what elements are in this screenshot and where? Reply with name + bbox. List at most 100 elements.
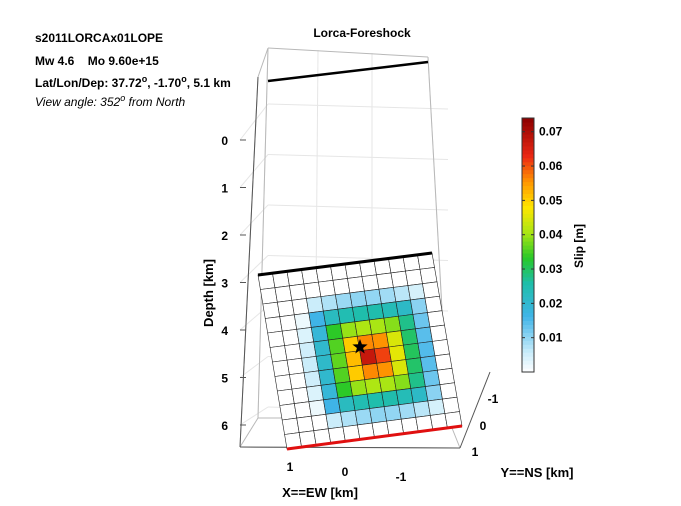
colorbar-segment	[522, 129, 534, 135]
colorbar-segment	[522, 153, 534, 159]
colorbar-segment	[522, 177, 534, 183]
slip-patch	[313, 339, 332, 357]
hypocenter-star-shape	[352, 339, 368, 354]
grid-line-depth	[239, 154, 269, 188]
slip-patch	[308, 399, 327, 417]
slip-patch	[369, 406, 387, 424]
magnitude-text: Mw 4.6	[35, 54, 75, 68]
slip-patch	[318, 368, 336, 386]
x-tick-label: -1	[396, 470, 407, 484]
slip-patch	[274, 374, 293, 392]
colorbar-segment	[522, 181, 534, 187]
colorbar-segment	[522, 276, 534, 282]
slip-patch	[335, 381, 353, 399]
slip-patch	[437, 367, 455, 385]
colorbar-segment	[522, 360, 534, 365]
location-lat: Lat/Lon/Dep: 37.72	[35, 76, 142, 90]
slip-patch	[422, 369, 441, 387]
colorbar-segment	[522, 165, 534, 171]
slip-patch	[291, 298, 310, 316]
colorbar-segment	[522, 288, 534, 294]
slip-patch	[405, 268, 423, 286]
slip-patch	[424, 295, 443, 313]
slip-patch	[347, 364, 366, 382]
slip-patch	[332, 278, 351, 296]
colorbar-segment	[522, 256, 534, 262]
slip-patch	[264, 316, 283, 334]
colorbar-segment	[522, 141, 534, 147]
grid-line-depth	[267, 154, 449, 160]
x-axis-label: X==EW [km]	[282, 485, 358, 500]
grid-line-depth	[267, 204, 449, 211]
slip-patch	[308, 310, 327, 328]
slip-patch	[390, 359, 409, 377]
magnitude-line: Mw 4.6 Mo 9.60e+15	[35, 54, 159, 68]
fault-top-edge	[257, 251, 433, 277]
colorbar-segment	[522, 169, 534, 175]
axes-box-edge	[239, 417, 259, 448]
colorbar-segment	[522, 332, 534, 337]
slip-patch	[410, 297, 428, 315]
colorbar-segment	[522, 237, 534, 242]
colorbar-segment	[522, 221, 534, 226]
slip-patch	[272, 359, 290, 377]
slip-patch	[260, 287, 278, 305]
slip-patch	[325, 412, 344, 430]
colorbar-segment	[522, 245, 534, 250]
slip-patch	[276, 299, 295, 317]
colorbar-segment	[522, 336, 534, 341]
event-id-text: s2011LORCAx01LOPE	[35, 31, 164, 45]
slip-patch	[286, 357, 305, 375]
slip-patch	[303, 281, 322, 299]
y-axis-line	[459, 371, 491, 449]
x-tick-label: 0	[342, 465, 349, 479]
slip-patch	[412, 400, 431, 418]
location-lon: , -1.70	[147, 76, 182, 90]
slip-patch	[332, 366, 351, 384]
slip-patch	[296, 415, 315, 433]
slip-patch	[364, 288, 382, 306]
colorbar-tick-label: 0.02	[539, 296, 563, 310]
colorbar-segment	[522, 268, 534, 274]
slip-patch	[395, 388, 414, 406]
grid-line-depth	[239, 103, 269, 141]
colorbar-segment	[522, 201, 534, 206]
colorbar-segment	[522, 320, 534, 325]
slip-patch	[425, 384, 443, 402]
slip-patch	[361, 362, 380, 381]
colorbar-segment	[522, 233, 534, 238]
slip-patch	[344, 350, 363, 368]
colorbar-segment	[522, 304, 534, 310]
colorbar-segment	[522, 364, 534, 369]
slip-patch	[376, 272, 394, 290]
slip-patch	[320, 383, 339, 401]
slip-patch	[279, 403, 298, 421]
slip-patch	[262, 301, 281, 319]
slip-patch	[322, 308, 341, 326]
slip-patch	[390, 270, 409, 288]
slip-patch	[349, 290, 368, 308]
slip-patch	[293, 401, 312, 419]
slip-patch	[398, 314, 416, 332]
slip-patch	[330, 352, 349, 370]
y-tick-label: 0	[480, 419, 487, 433]
slip-patch	[303, 370, 322, 388]
colorbar-segment	[522, 368, 534, 373]
colorbar-segment	[522, 348, 534, 353]
colorbar-segment	[522, 300, 534, 306]
slip-patch	[415, 326, 433, 344]
grid-line-depth	[239, 356, 269, 378]
colorbar-segment	[522, 217, 534, 222]
colorbar-segment	[522, 316, 534, 322]
fault-slip-patches	[257, 252, 463, 450]
slip-patch	[281, 417, 300, 435]
slip-patch	[310, 325, 329, 343]
slip-patch	[403, 342, 421, 360]
slip-patch	[279, 314, 298, 332]
slip-patch	[395, 299, 414, 317]
slip-patch	[400, 328, 419, 346]
colorbar-segment	[522, 225, 534, 230]
colorbar-segment	[522, 209, 534, 214]
grid-line-depth	[239, 255, 269, 283]
